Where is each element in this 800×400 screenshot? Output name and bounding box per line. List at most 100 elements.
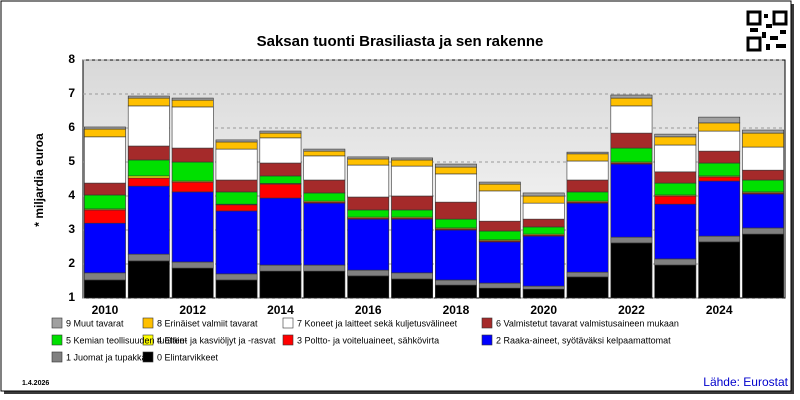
bar-segment: [478, 287, 521, 299]
bar-segment: [566, 179, 609, 193]
bar-segment: [522, 285, 565, 290]
bar-segment: [610, 94, 653, 99]
bar-segment: [127, 105, 170, 147]
bar-segment: [478, 181, 521, 185]
bar-segment: [84, 222, 126, 274]
bar-segment: [698, 116, 741, 124]
bar-segment: [347, 275, 390, 299]
bar-segment: [127, 97, 170, 107]
bar-segment: [347, 156, 390, 160]
bar-segment: [478, 241, 521, 284]
x-tick-label: 2018: [443, 303, 470, 317]
legend-label: 7 Koneet ja laitteet sekä kuljetusväline…: [297, 318, 458, 328]
bar-segment: [391, 272, 433, 280]
legend-label: 8 Erinäiset valmiit tavarat: [157, 318, 258, 328]
bar-segment: [391, 157, 433, 161]
bar-segment: [610, 132, 653, 149]
bar-segment: [478, 230, 521, 241]
x-tick-label: 2016: [355, 303, 382, 317]
bar-segment: [435, 284, 477, 299]
bar-segment: [698, 150, 741, 164]
bar-segment: [742, 129, 784, 134]
bar-segment: [610, 163, 653, 238]
bar-segment: [654, 203, 697, 260]
bar-segment: [259, 264, 302, 272]
bar-segment: [84, 128, 126, 138]
bar-segment: [654, 182, 697, 196]
chart-title: Saksan tuonti Brasiliasta ja sen rakenne: [257, 33, 544, 50]
bar-segment: [654, 195, 697, 205]
legend-label: 9 Muut tavarat: [66, 318, 124, 328]
bar-segment: [522, 235, 565, 287]
legend-label: 6 Valmistetut tavarat valmistusaineen mu…: [496, 318, 679, 328]
bar-segment: [435, 218, 477, 229]
bar-segment: [259, 130, 302, 134]
x-tick-label: 2012: [179, 303, 206, 317]
bar-segment: [259, 183, 302, 199]
bar-segment: [435, 279, 477, 286]
bar-segment: [171, 191, 214, 263]
bar-segment: [610, 242, 653, 299]
bar-segment: [127, 185, 170, 255]
legend-label: 5 Kemian teollisuuden tuotteet: [66, 335, 188, 345]
bar-segment: [391, 165, 433, 197]
bar-segment: [84, 209, 126, 224]
bar-segment: [84, 194, 126, 210]
bar-segment: [84, 182, 126, 196]
bar-segment: [215, 141, 258, 150]
bar-segment: [303, 270, 346, 299]
legend-swatch: [51, 334, 63, 346]
source: Lähde: Eurostat: [703, 375, 788, 389]
bar-segment: [698, 180, 741, 237]
bar-segment: [215, 179, 258, 193]
bar-segment: [435, 173, 477, 203]
bar-segment: [347, 164, 390, 198]
legend-label: 1 Juomat ja tupakka: [66, 352, 147, 362]
bar-segment: [522, 192, 565, 197]
bar-segment: [654, 264, 697, 299]
bar-segment: [347, 196, 390, 211]
bar-segment: [478, 190, 521, 222]
bar-segment: [215, 279, 258, 299]
legend-swatch: [51, 317, 63, 329]
bar-segment: [742, 132, 784, 148]
bar-segment: [435, 166, 477, 175]
legend-swatch: [481, 334, 493, 346]
legend-swatch: [282, 317, 294, 329]
bar-segment: [303, 148, 346, 152]
bar-segment: [171, 161, 214, 182]
bar-segment: [127, 145, 170, 161]
bar-segment: [698, 130, 741, 152]
bar-segment: [654, 136, 697, 146]
bar-segment: [171, 99, 214, 108]
bar-segment: [127, 175, 170, 179]
bar-segment: [654, 144, 697, 173]
bar-segment: [391, 218, 433, 274]
bar-segment: [566, 271, 609, 278]
x-tick-label: 2022: [618, 303, 645, 317]
bar-segment: [742, 169, 784, 181]
y-tick-label: 6: [68, 120, 75, 134]
bar-segment: [742, 179, 784, 193]
y-tick-label: 1: [68, 290, 75, 304]
bar-segment: [435, 163, 477, 168]
bar-segment: [259, 270, 302, 299]
x-tick-label: 2010: [92, 303, 119, 317]
x-tick-label: 2024: [706, 303, 733, 317]
bar-segment: [391, 278, 433, 299]
bar-segment: [215, 139, 258, 143]
bar-segment: [259, 132, 302, 139]
bar-segment: [84, 272, 126, 281]
legend-swatch: [481, 317, 493, 329]
y-tick-label: 2: [68, 256, 75, 270]
bar-segment: [610, 105, 653, 134]
y-tick-label: 5: [68, 154, 75, 168]
bar-segment: [566, 191, 609, 202]
bar-segment: [303, 179, 346, 194]
bar-segment: [610, 147, 653, 163]
bar-segment: [522, 218, 565, 228]
bar-segment: [303, 192, 346, 202]
legend-label: 4 Eläin- ja kasviöljyt ja -rasvat: [157, 335, 276, 345]
bar-segment: [127, 159, 170, 177]
